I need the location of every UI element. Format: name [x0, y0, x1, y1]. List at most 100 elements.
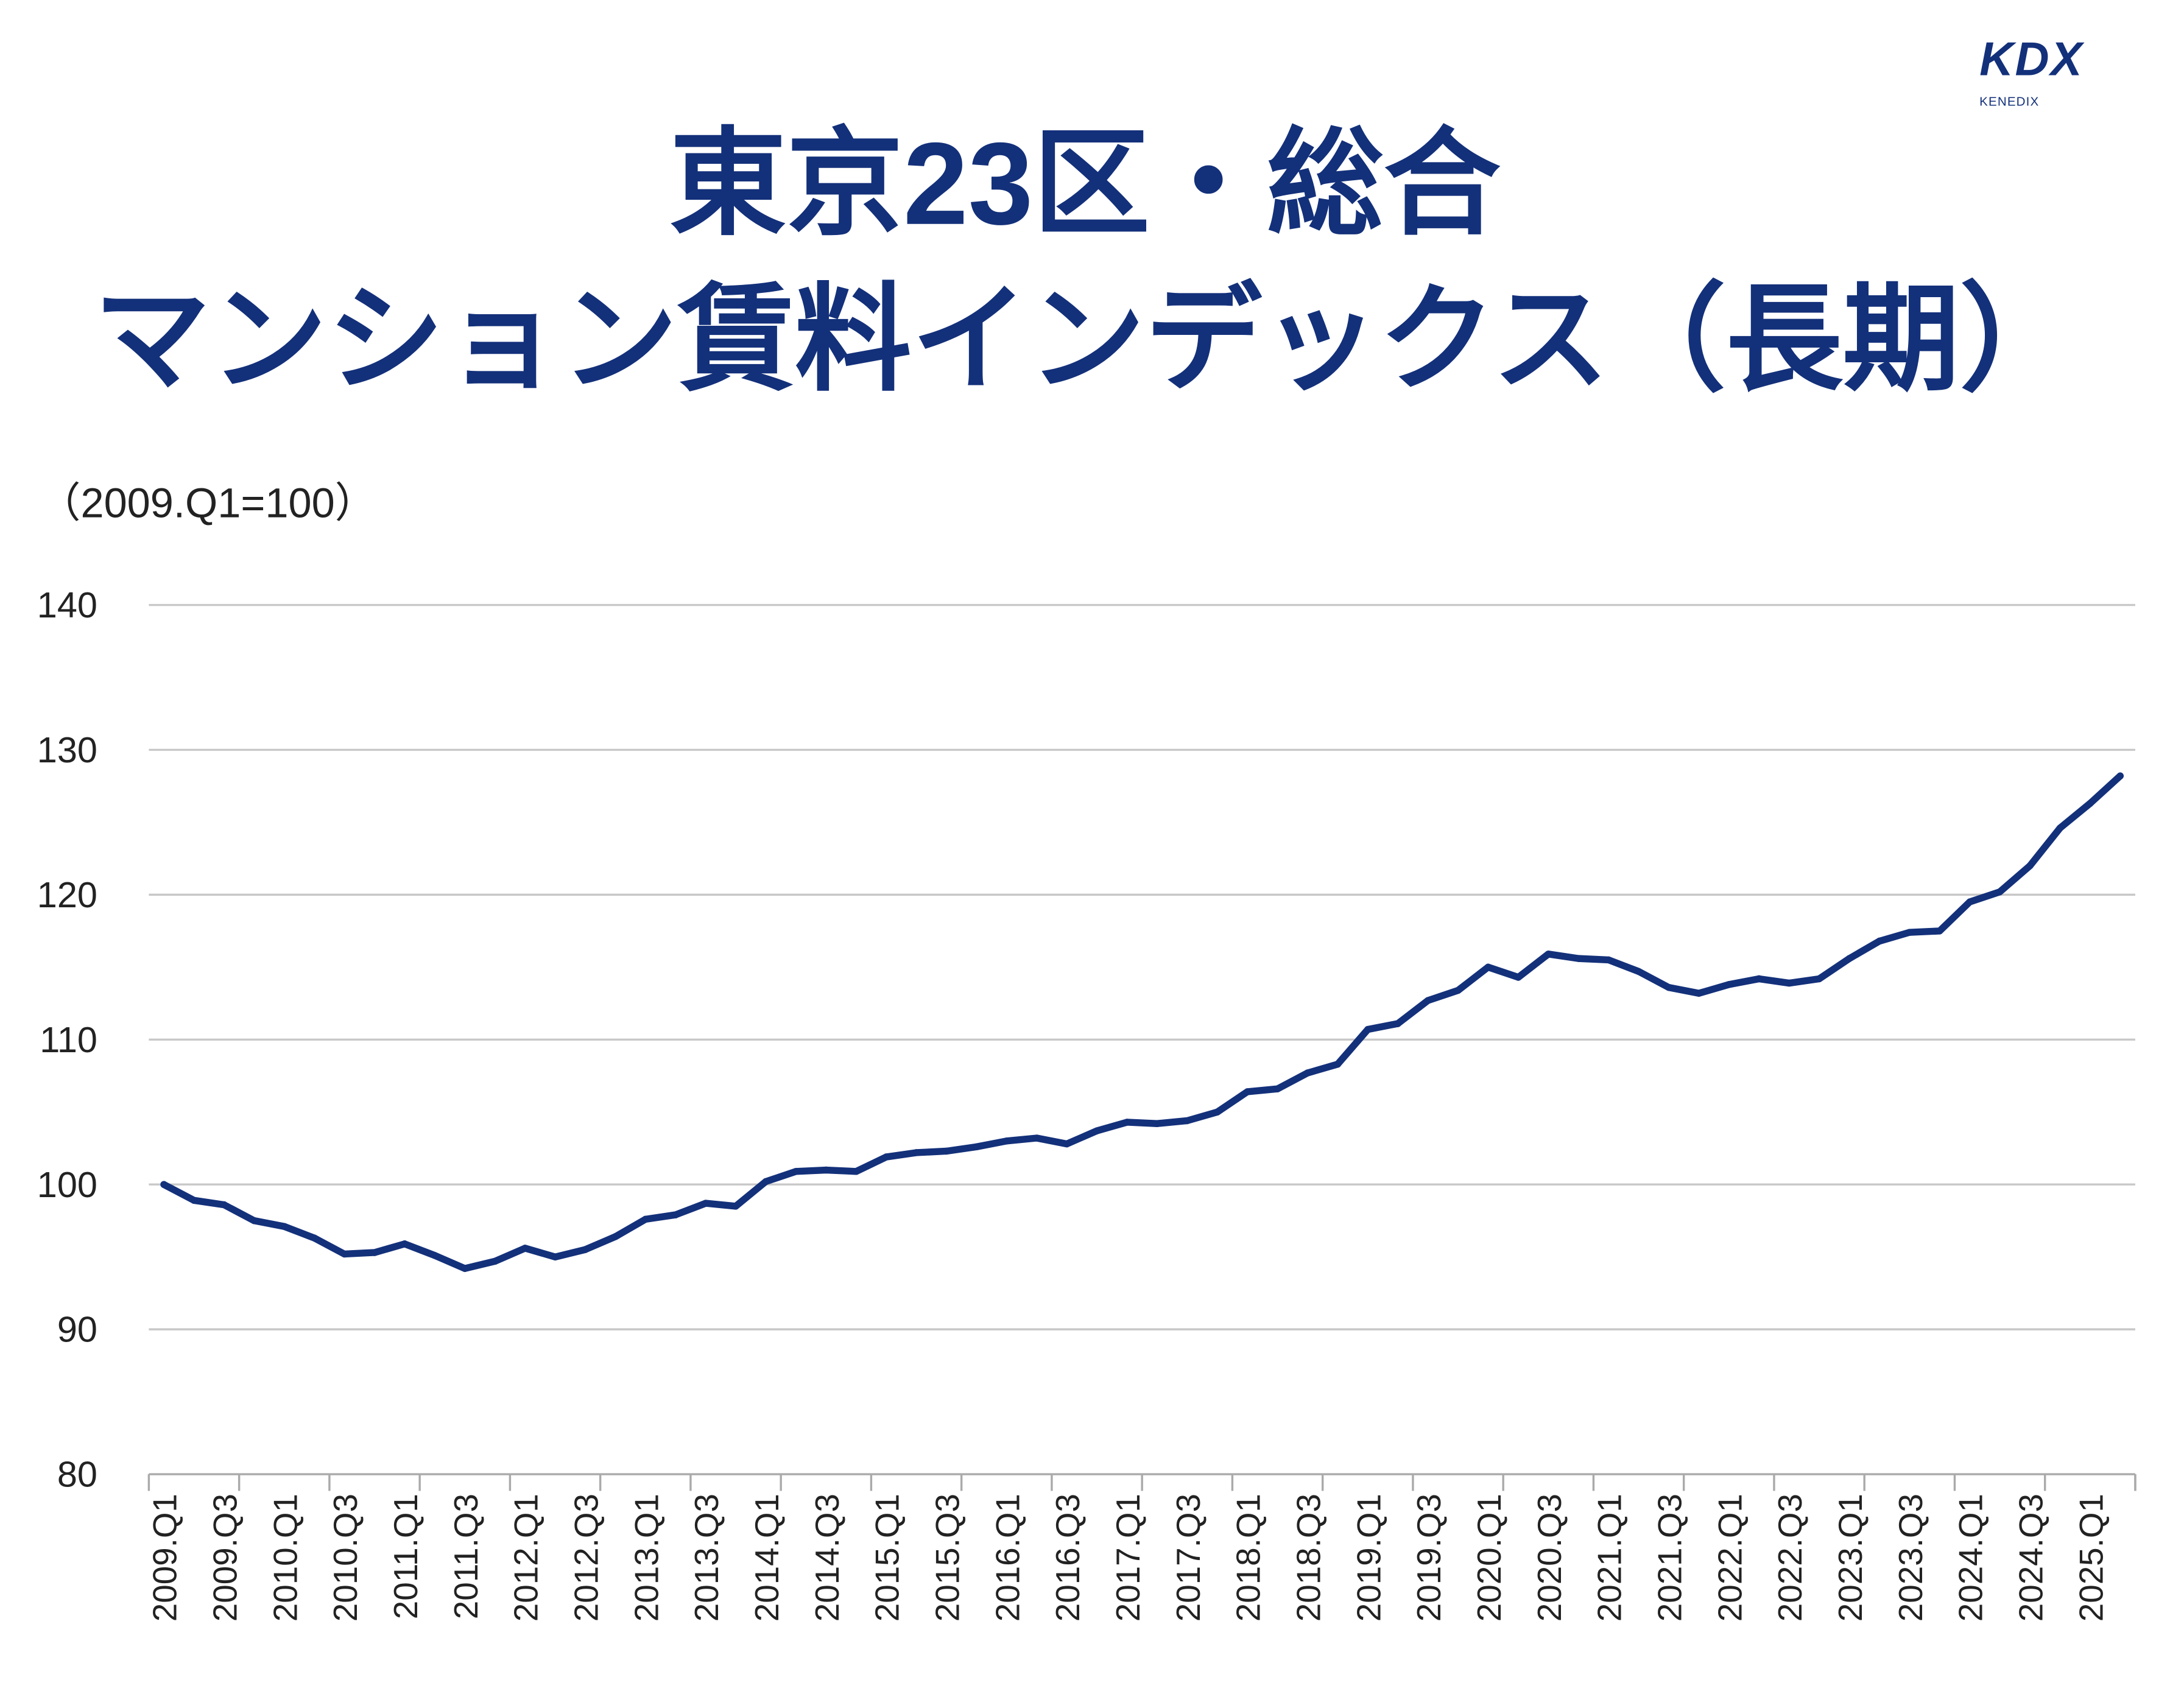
x-tick-label: 2013.Q3 — [688, 1494, 725, 1622]
x-tick-label: 2017.Q3 — [1169, 1494, 1207, 1622]
data-point — [1063, 1140, 1071, 1148]
data-point — [1154, 1120, 1161, 1127]
x-tick-label: 2022.Q3 — [1771, 1494, 1809, 1622]
data-point — [401, 1240, 409, 1248]
y-tick-label: 110 — [40, 1019, 97, 1060]
data-point — [1244, 1088, 1251, 1095]
x-tick-label: 2010.Q3 — [326, 1494, 364, 1622]
x-tick-label: 2015.Q1 — [868, 1494, 906, 1622]
y-tick-label: 130 — [37, 729, 97, 770]
x-tick-label: 2021.Q1 — [1591, 1494, 1629, 1622]
data-point — [1304, 1069, 1311, 1077]
data-point — [1545, 951, 1552, 958]
y-tick-label: 140 — [37, 585, 97, 625]
data-point — [1725, 981, 1733, 988]
data-point — [1033, 1134, 1040, 1142]
x-tick-label: 2019.Q3 — [1410, 1494, 1448, 1622]
data-point — [1635, 968, 1643, 975]
x-tick-label: 2018.Q3 — [1290, 1494, 1328, 1622]
data-point — [1845, 955, 1853, 962]
data-point — [340, 1250, 348, 1258]
data-point — [431, 1252, 439, 1259]
x-tick-label: 2013.Q1 — [627, 1494, 665, 1622]
x-tick-label: 2010.Q1 — [266, 1494, 304, 1622]
data-point — [822, 1166, 830, 1174]
data-point — [1876, 937, 1883, 945]
data-point — [912, 1149, 920, 1156]
data-point — [1334, 1061, 1342, 1068]
data-point — [882, 1153, 890, 1161]
data-point — [1755, 975, 1763, 983]
x-tick-label: 2023.Q3 — [1892, 1494, 1929, 1622]
y-tick-label: 100 — [37, 1164, 97, 1205]
x-tick-label: 2011.Q3 — [447, 1494, 485, 1619]
data-point — [2056, 824, 2064, 832]
data-point — [220, 1201, 228, 1209]
data-point — [792, 1168, 800, 1175]
x-tick-label: 2015.Q3 — [929, 1494, 967, 1622]
data-point — [1966, 898, 1973, 905]
x-tick-label: 2017.Q1 — [1109, 1494, 1147, 1622]
data-point — [160, 1181, 167, 1188]
data-point — [2087, 800, 2094, 807]
data-point — [1575, 955, 1582, 962]
data-point — [1424, 997, 1432, 1004]
x-tick-label: 2020.Q1 — [1470, 1494, 1508, 1622]
data-point — [642, 1215, 649, 1223]
x-tick-label: 2021.Q3 — [1651, 1494, 1689, 1622]
data-point — [1996, 888, 2004, 896]
x-tick-label: 2016.Q3 — [1049, 1494, 1087, 1622]
logo-brand: KDX — [1979, 33, 2084, 86]
unit-label: （2009.Q1=100） — [38, 481, 377, 527]
data-point — [250, 1217, 258, 1225]
data-point — [672, 1211, 679, 1218]
data-point — [1906, 929, 1914, 936]
x-tick-label: 2020.Q3 — [1531, 1494, 1568, 1622]
y-tick-label: 80 — [57, 1454, 97, 1495]
chart-title-line1: 東京23区・総合 — [669, 118, 1501, 249]
x-tick-label: 2009.Q1 — [146, 1494, 184, 1622]
x-tick-label: 2024.Q1 — [1952, 1494, 1990, 1622]
data-point — [582, 1246, 589, 1253]
logo-sub: KENEDIX — [1979, 94, 2040, 109]
data-point — [1484, 963, 1492, 971]
data-point — [762, 1178, 770, 1186]
data-point — [281, 1223, 288, 1230]
data-point — [1273, 1085, 1281, 1092]
x-tick-label: 2016.Q1 — [988, 1494, 1026, 1622]
data-point — [1665, 983, 1672, 991]
data-point — [1213, 1108, 1221, 1116]
data-point — [943, 1147, 950, 1155]
data-point — [2116, 772, 2124, 779]
y-tick-label: 120 — [37, 874, 97, 915]
data-point — [973, 1143, 981, 1151]
data-point — [611, 1233, 619, 1240]
x-tick-label: 2012.Q1 — [507, 1494, 545, 1622]
series-line — [160, 772, 2124, 1272]
data-point — [371, 1249, 378, 1256]
data-point — [190, 1197, 198, 1204]
chart-title-line2: マンション賃料インデックス（長期） — [93, 273, 2077, 405]
x-tick-label: 2014.Q1 — [748, 1494, 786, 1622]
data-point — [1936, 927, 1943, 935]
data-point — [1394, 1020, 1401, 1027]
data-point — [852, 1168, 860, 1175]
x-tick-label: 2009.Q3 — [206, 1494, 244, 1622]
data-point — [1183, 1117, 1191, 1125]
data-point — [1093, 1127, 1101, 1134]
data-point — [521, 1245, 529, 1252]
x-tick-label: 2025.Q1 — [2072, 1494, 2110, 1622]
data-point — [551, 1253, 559, 1260]
data-point — [1364, 1025, 1372, 1033]
data-point — [1605, 956, 1612, 964]
data-point — [1003, 1137, 1010, 1145]
x-tick-label: 2024.Q3 — [2012, 1494, 2050, 1622]
data-point — [1123, 1119, 1131, 1126]
data-point — [1454, 986, 1462, 994]
x-tick-label: 2023.Q1 — [1831, 1494, 1869, 1622]
data-point — [732, 1203, 739, 1210]
data-point — [1816, 975, 1823, 983]
data-point — [1785, 979, 1793, 987]
